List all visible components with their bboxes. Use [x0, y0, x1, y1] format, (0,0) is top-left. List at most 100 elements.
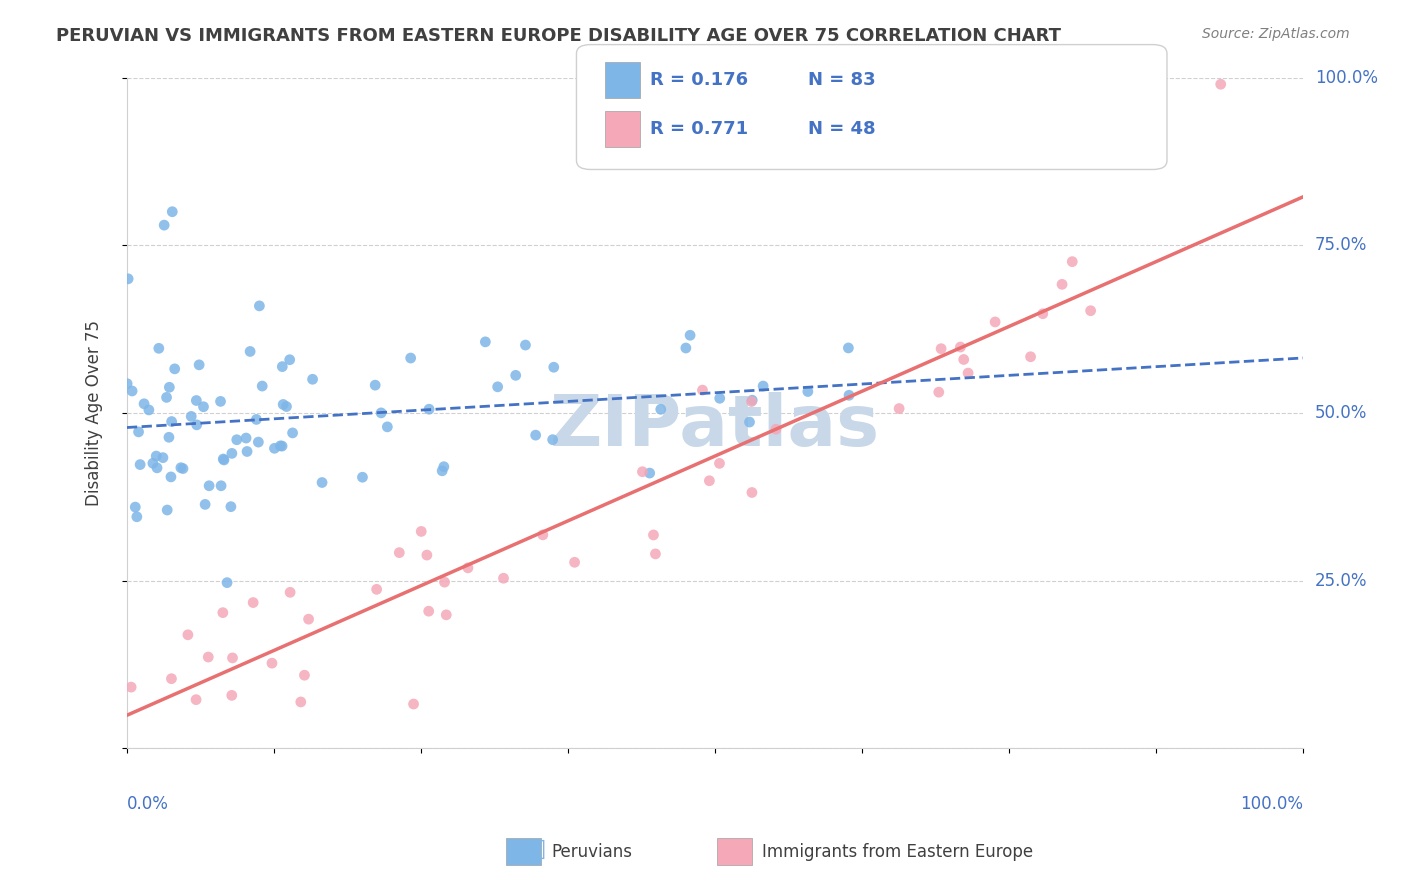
Point — [738, 415, 761, 429]
Point — [184, 692, 207, 706]
Point — [543, 360, 565, 375]
Point — [709, 456, 731, 470]
Point — [145, 449, 167, 463]
Point — [170, 460, 193, 475]
Point — [928, 385, 950, 400]
Point — [160, 415, 183, 429]
Point — [276, 400, 298, 414]
Point — [457, 561, 479, 575]
Point — [278, 585, 301, 599]
Point — [1050, 277, 1073, 292]
Point — [245, 412, 267, 426]
Point — [1019, 350, 1042, 364]
Text: N = 83: N = 83 — [808, 71, 876, 89]
Text: Immigrants from Eastern Europe: Immigrants from Eastern Europe — [762, 843, 1033, 861]
Point — [741, 394, 763, 409]
Point — [929, 342, 952, 356]
Point — [125, 509, 148, 524]
Point — [474, 334, 496, 349]
Text: Peruvians: Peruvians — [551, 843, 633, 861]
Point — [741, 485, 763, 500]
Point — [290, 695, 312, 709]
Point — [311, 475, 333, 490]
Point — [180, 409, 202, 424]
Point — [366, 582, 388, 597]
Point — [281, 425, 304, 440]
Point — [364, 378, 387, 392]
Text: 50.0%: 50.0% — [1315, 404, 1367, 422]
Point — [402, 697, 425, 711]
Point — [160, 672, 183, 686]
Point — [235, 431, 257, 445]
Point — [352, 470, 374, 484]
Point — [157, 430, 180, 444]
Point — [186, 393, 208, 408]
Point — [209, 394, 232, 409]
Text: □: □ — [523, 838, 546, 862]
Point — [301, 372, 323, 386]
Point — [163, 362, 186, 376]
Point — [1209, 77, 1232, 91]
Point — [709, 392, 731, 406]
Point — [797, 384, 820, 399]
Text: Source: ZipAtlas.com: Source: ZipAtlas.com — [1202, 27, 1350, 41]
Point — [294, 668, 316, 682]
Point — [221, 651, 243, 665]
Point — [260, 656, 283, 670]
Point — [124, 500, 146, 514]
Point — [957, 366, 980, 380]
Point — [643, 528, 665, 542]
Point — [225, 433, 247, 447]
Point — [524, 428, 547, 442]
Point — [142, 456, 165, 470]
Point — [679, 328, 702, 343]
Point — [741, 393, 763, 408]
Point — [949, 340, 972, 354]
Point — [146, 460, 169, 475]
Point — [212, 453, 235, 467]
Point — [162, 204, 184, 219]
Text: 100.0%: 100.0% — [1315, 69, 1378, 87]
Point — [433, 459, 456, 474]
Point — [271, 397, 294, 411]
Point — [271, 439, 294, 453]
Point — [160, 470, 183, 484]
Point — [263, 442, 285, 456]
Point — [692, 383, 714, 397]
Point — [370, 406, 392, 420]
Point — [209, 479, 232, 493]
Point — [399, 351, 422, 365]
Point — [430, 464, 453, 478]
Point — [297, 612, 319, 626]
Point — [247, 435, 270, 450]
Point — [236, 444, 259, 458]
Point — [752, 379, 775, 393]
Point — [675, 341, 697, 355]
Point — [198, 479, 221, 493]
Point — [172, 461, 194, 475]
Point — [197, 650, 219, 665]
Point — [418, 604, 440, 618]
Point — [132, 397, 155, 411]
Point — [486, 380, 509, 394]
Point — [433, 575, 456, 590]
Point — [129, 458, 152, 472]
Point — [952, 352, 974, 367]
Point — [115, 376, 138, 391]
Point — [186, 417, 208, 432]
Point — [212, 452, 235, 467]
Point — [699, 474, 721, 488]
Point — [1062, 254, 1084, 268]
Point — [128, 425, 150, 439]
Point — [638, 466, 661, 480]
Text: 100.0%: 100.0% — [1240, 796, 1303, 814]
Point — [1032, 307, 1054, 321]
Point — [515, 338, 537, 352]
Point — [138, 403, 160, 417]
Point — [765, 422, 787, 436]
Point — [541, 433, 564, 447]
Point — [1080, 303, 1102, 318]
Point — [153, 218, 176, 232]
Point — [269, 439, 291, 453]
Point — [375, 420, 398, 434]
